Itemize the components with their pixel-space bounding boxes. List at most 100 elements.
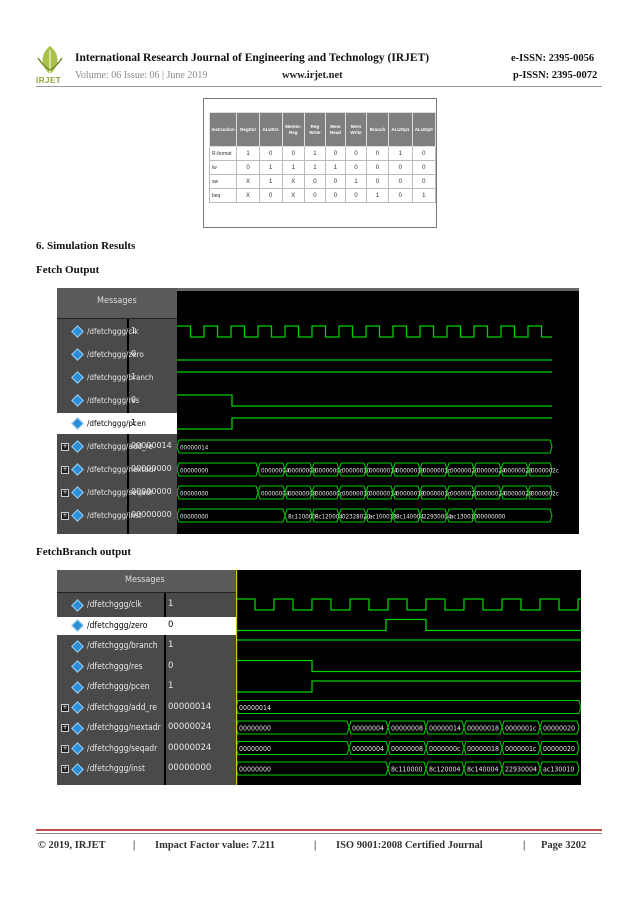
signal-diamond-icon <box>71 619 84 633</box>
signal-row[interactable]: + /dfetchggg/inst <box>61 759 236 780</box>
seqadr-value: 00000014 <box>369 491 398 498</box>
signal-name: /dfetchggg/clk <box>87 600 142 611</box>
nextadr-value: 00000008 <box>288 468 317 475</box>
control-signal-table: Instruction RegDst ALUSrc Memto-Reg Reg Writ… <box>208 112 437 203</box>
nextadr-value: 0000000c <box>315 468 343 475</box>
signal-value: 00000000 <box>131 486 172 496</box>
signal-value: 1 <box>131 371 137 381</box>
cursor-line <box>236 570 238 785</box>
pcen-trace <box>236 680 581 693</box>
timeline-bar <box>177 288 579 291</box>
table-cell: 0 <box>324 146 347 161</box>
expand-icon[interactable]: + <box>61 744 69 753</box>
table-cell: 0 <box>324 188 347 203</box>
seqadr-value: 00000000 <box>180 491 209 498</box>
seqadr-value: 0000000c <box>429 745 461 753</box>
table-cell: 0 <box>388 188 413 203</box>
nextadr-value: 00000000 <box>180 468 209 475</box>
table-header-cell: ALUSrc <box>258 112 283 147</box>
signal-row[interactable]: /dfetchggg/branch <box>61 366 181 389</box>
signal-diamond-icon <box>71 721 84 735</box>
signal-diamond-icon <box>71 440 84 453</box>
nextadr-value: 0000001c <box>423 468 451 475</box>
table-cell: X <box>281 188 306 203</box>
signal-row[interactable]: + /dfetchggg/seqadr <box>61 481 181 504</box>
seqadr-value: 00000004 <box>261 491 290 498</box>
table-cell: R-format <box>208 146 238 161</box>
nextadr-value: 00000014 <box>369 468 398 475</box>
table-cell: 0 <box>388 160 413 175</box>
inst-value: 8c120004 <box>429 766 461 774</box>
signal-row[interactable]: /dfetchggg/res <box>61 657 236 678</box>
signal-row[interactable]: + /dfetchggg/seqadr <box>61 739 236 760</box>
signal-row[interactable]: + /dfetchggg/add_re <box>61 435 181 458</box>
table-cell: 0 <box>345 146 367 161</box>
header-rule <box>36 86 602 87</box>
nextadr-value: 00000024 <box>477 468 506 475</box>
seqadr-value: 0000002c <box>531 491 559 498</box>
nextadr-segment <box>527 462 553 477</box>
expand-icon[interactable]: + <box>61 442 69 451</box>
signal-name: /dfetchggg/nextadr <box>87 723 161 734</box>
signal-diamond-icon <box>71 660 84 674</box>
inst-value: 00000000 <box>477 514 506 521</box>
signal-row[interactable]: + /dfetchggg/inst <box>61 504 181 527</box>
table-cell: 0 <box>345 160 367 175</box>
signal-name: /dfetchggg/inst <box>87 764 145 775</box>
seqadr-value: 00000000 <box>239 745 271 753</box>
signal-row[interactable]: /dfetchggg/clk <box>61 320 181 343</box>
signal-diamond-icon <box>71 509 84 522</box>
signal-row[interactable]: + /dfetchggg/add_re <box>61 698 236 719</box>
signal-row[interactable]: + /dfetchggg/nextadr <box>61 718 236 739</box>
table-cell: 0 <box>304 174 326 189</box>
signal-row[interactable]: /dfetchggg/res <box>61 389 181 412</box>
table-cell: 1 <box>236 146 260 161</box>
table-cell: lw <box>208 160 238 175</box>
nextadr-value: 00000000 <box>239 725 271 733</box>
irjet-logo-icon <box>37 46 63 74</box>
signal-diamond-icon <box>71 680 84 694</box>
website-link[interactable]: www.irjet.net <box>282 70 343 81</box>
table-cell: 0 <box>281 146 306 161</box>
seqadr-value: 00000018 <box>467 745 499 753</box>
pissn: p-ISSN: 2395-0072 <box>513 70 598 81</box>
table-cell: 0 <box>258 146 283 161</box>
fetchbranch-output-waveform: Messages 00000014 00000000 00000004 0000000… <box>57 570 581 785</box>
inst-segment <box>473 508 553 523</box>
signal-row[interactable]: /dfetchggg/zero <box>61 616 236 637</box>
table-cell: 1 <box>345 174 367 189</box>
expand-icon[interactable]: + <box>61 724 69 733</box>
expand-icon[interactable]: + <box>61 511 69 520</box>
signal-row[interactable]: /dfetchggg/zero <box>61 343 181 366</box>
pcen-trace <box>177 417 552 430</box>
signal-row[interactable]: + /dfetchggg/nextadr <box>61 458 181 481</box>
table-header-cell: Instruction <box>208 112 238 147</box>
inst-value: 8c110000 <box>288 514 316 521</box>
expand-icon[interactable]: + <box>61 703 69 712</box>
signal-diamond-icon <box>71 394 84 407</box>
table-cell: 1 <box>258 160 283 175</box>
fetchbranch-output-title: FetchBranch output <box>36 546 132 558</box>
table-cell: 1 <box>304 146 326 161</box>
footer-separator: | <box>133 840 136 851</box>
seqadr-value: 0000001c <box>423 491 451 498</box>
nextadr-value: 00000018 <box>467 725 499 733</box>
expand-icon[interactable]: + <box>61 488 69 497</box>
footer-separator: | <box>523 840 526 851</box>
signal-diamond-icon <box>71 598 84 612</box>
signal-diamond-icon <box>71 486 84 499</box>
signal-row[interactable]: /dfetchggg/branch <box>61 636 236 657</box>
add_re-value: 00000014 <box>180 445 209 452</box>
table-cell: 0 <box>345 188 367 203</box>
signal-row[interactable]: /dfetchggg/clk <box>61 595 236 616</box>
signal-row[interactable]: /dfetchggg/pcen <box>61 677 236 698</box>
expand-icon[interactable]: + <box>61 765 69 774</box>
nextadr-value: 00000010 <box>342 468 371 475</box>
nextadr-value: 00000014 <box>429 725 461 733</box>
table-cell: 0 <box>411 160 437 175</box>
seqadr-value: 0000000c <box>315 491 343 498</box>
table-cell: X <box>236 188 260 203</box>
expand-icon[interactable]: + <box>61 465 69 474</box>
signal-row[interactable]: /dfetchggg/pcen <box>61 412 181 435</box>
